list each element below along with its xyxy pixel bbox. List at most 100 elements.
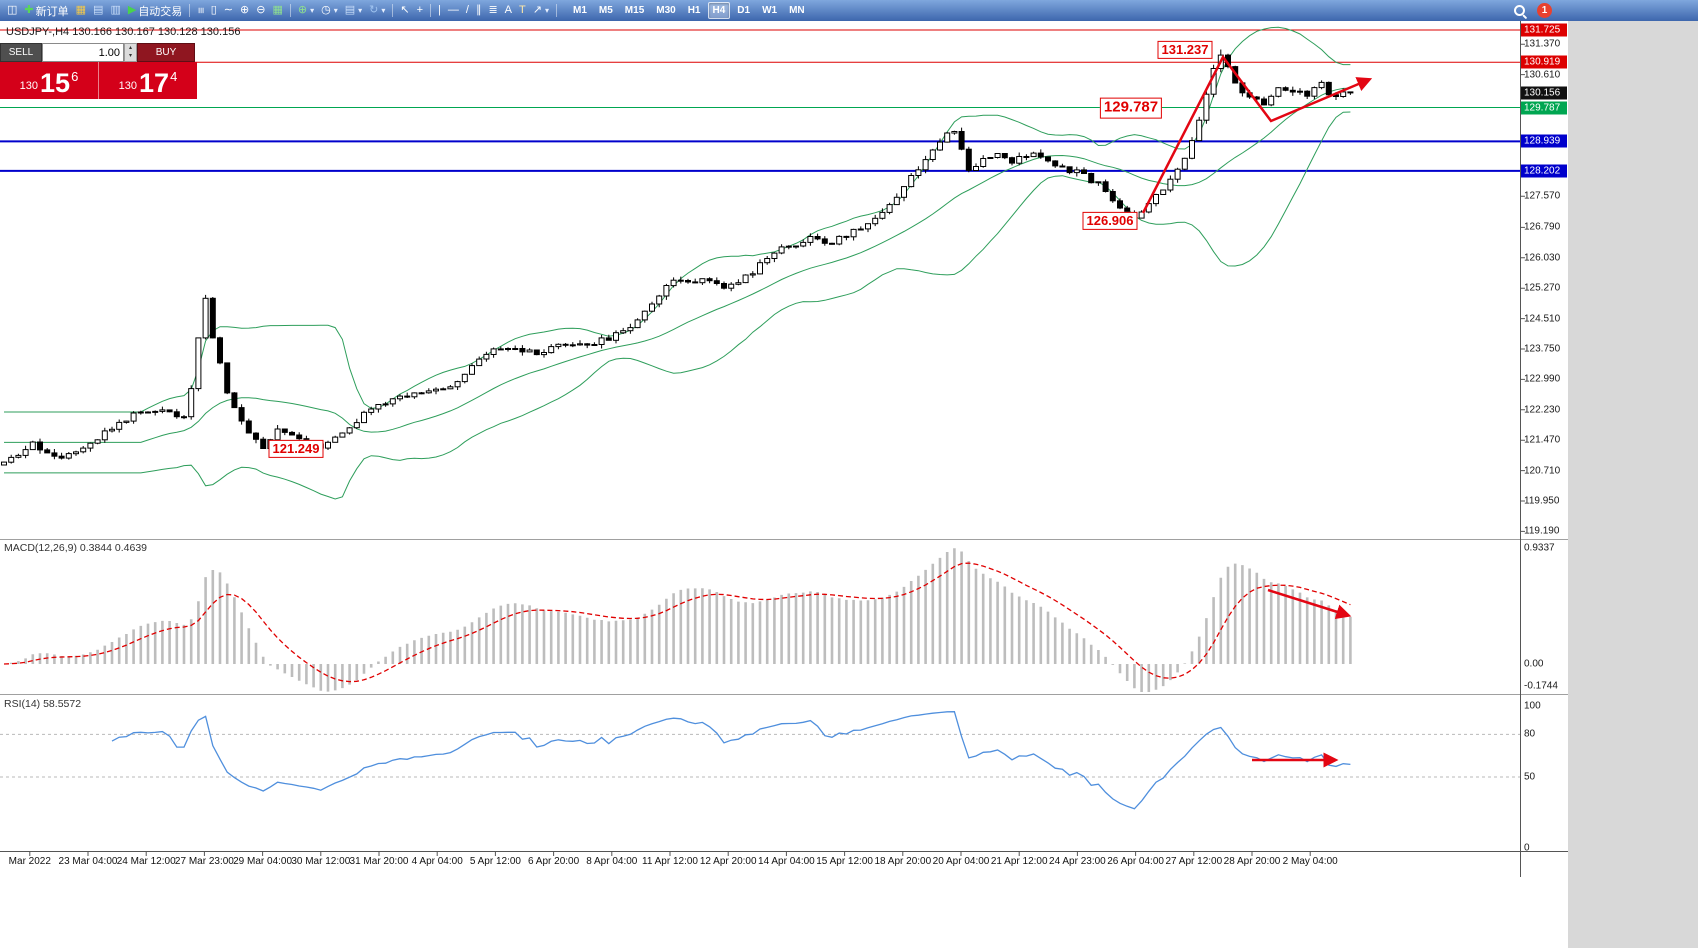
- dropdown-arrow-icon[interactable]: ▾: [358, 6, 363, 15]
- line-chart-button[interactable]: ∼: [221, 2, 236, 19]
- fibonacci-icon: ≣: [488, 4, 498, 16]
- cursor-icon: ↖: [400, 4, 410, 16]
- notification-badge[interactable]: 1: [1537, 3, 1552, 18]
- profiles-button[interactable]: ▦: [73, 2, 89, 19]
- toolbar-separator: [189, 4, 191, 17]
- zoom-out-button[interactable]: ⊖: [253, 2, 268, 19]
- crosshair-button[interactable]: +: [414, 2, 426, 19]
- dropdown-arrow-icon[interactable]: ▾: [381, 6, 386, 15]
- timeframe-button-m1[interactable]: M1: [572, 5, 587, 16]
- trend-arrow[interactable]: [1141, 54, 1373, 214]
- search-icon[interactable]: [1513, 4, 1527, 18]
- tile-windows-button[interactable]: ▦: [269, 2, 285, 19]
- toolbar-separator: [392, 4, 394, 17]
- market-watch-button[interactable]: ▤: [90, 2, 106, 19]
- cycles-button[interactable]: ↻ ▾: [366, 2, 388, 19]
- templates-button[interactable]: ▤ ▾: [342, 2, 365, 19]
- macd-signal-line: [3, 562, 1351, 683]
- volume-spinner[interactable]: ▴ ▾: [124, 43, 137, 62]
- channel-icon: ∥: [475, 4, 482, 16]
- arrows-button[interactable]: ↗ ▾: [530, 2, 552, 19]
- periods-icon: ◷: [321, 4, 331, 16]
- zoom-out-icon: ⊖: [256, 4, 266, 16]
- toolbar-separator: [430, 4, 432, 17]
- new-chart-icon: ◫: [7, 4, 18, 16]
- timeframe-button-h4[interactable]: H4: [707, 2, 731, 19]
- timeframe-button-mn[interactable]: MN: [789, 5, 805, 16]
- new-order-button[interactable]: ✚ 新订单: [21, 2, 71, 19]
- horizontal-line-icon: —: [447, 4, 459, 16]
- periods-button[interactable]: ◷ ▾: [318, 2, 341, 19]
- vertical-line-icon: |: [438, 4, 441, 16]
- timeframe-toolbar: M1 M5 M15 M30 H1 H4 D1 W1 MN: [568, 2, 810, 19]
- time-axis-ticks: [29, 851, 1311, 856]
- trade-prices-row: 130 15 6 130 17 4: [0, 62, 197, 99]
- chart-window: [0, 21, 1568, 877]
- bar-chart-button[interactable]: ≡: [194, 2, 208, 19]
- candles: [1, 49, 1354, 466]
- timeframe-button-m15[interactable]: M15: [624, 5, 645, 16]
- right-panel: [1568, 21, 1698, 948]
- bar-chart-icon: ≡: [195, 7, 208, 14]
- timeframe-button-d1[interactable]: D1: [737, 5, 751, 16]
- text-label-button[interactable]: T: [516, 2, 529, 19]
- buy-button[interactable]: BUY: [137, 43, 195, 62]
- sell-button[interactable]: SELL: [0, 43, 42, 62]
- text-icon: A: [504, 4, 513, 16]
- ask-prefix: 130: [118, 80, 138, 92]
- dropdown-arrow-icon[interactable]: ▾: [310, 6, 315, 15]
- volume-input[interactable]: [42, 43, 124, 62]
- macd-indicator-label: MACD(12,26,9) 0.3844 0.4639: [4, 542, 148, 554]
- panel-separators[interactable]: [0, 539, 1568, 695]
- horizontal-line-button[interactable]: —: [445, 2, 462, 19]
- zoom-in-button[interactable]: ⊕: [237, 2, 252, 19]
- bid-prefix: 130: [19, 80, 39, 92]
- spin-down-icon[interactable]: ▾: [128, 53, 132, 59]
- bottom-panel: [0, 877, 1568, 948]
- text-button[interactable]: A: [502, 2, 515, 19]
- rsi-indicator-label: RSI(14) 58.5572: [4, 698, 82, 710]
- vertical-line-button[interactable]: |: [435, 2, 444, 19]
- toolbar-separator: [555, 4, 557, 17]
- new-order-button-label: 新订单: [35, 5, 69, 18]
- fibonacci-button[interactable]: ≣: [485, 2, 500, 19]
- arrows-icon: ↗: [532, 4, 542, 16]
- dropdown-arrow-icon[interactable]: ▾: [333, 6, 338, 15]
- candlestick-chart-button[interactable]: ▯: [208, 2, 220, 19]
- ask-pipette: 4: [170, 69, 178, 84]
- indicators-button[interactable]: ⊕ ▾: [295, 2, 317, 19]
- channel-button[interactable]: ∥: [473, 2, 485, 19]
- timeframe-button-w1[interactable]: W1: [762, 5, 778, 16]
- play-icon: ▶: [127, 4, 137, 16]
- data-window-icon: ▥: [110, 4, 121, 16]
- new-chart-button[interactable]: ◫: [4, 2, 20, 19]
- tile-windows-icon: ▦: [272, 4, 283, 16]
- cycles-icon: ↻: [369, 4, 379, 16]
- timeframe-button-m5[interactable]: M5: [598, 5, 613, 16]
- timeframe-button-h1[interactable]: H1: [687, 5, 701, 16]
- buy-price-button[interactable]: 130 17 4: [99, 62, 197, 99]
- auto-trading-button-label: 自动交易: [138, 5, 183, 18]
- text-label-icon: T: [519, 4, 526, 16]
- trendline-icon: /: [465, 4, 469, 16]
- ask-big-digits: 17: [139, 68, 170, 98]
- main-toolbar: ◫ ✚ 新订单 ▦ ▤ ▥ ▶ 自动交易 ≡ ▯ ∼ ⊕ ⊖ ▦ ⊕ ▾ ◷ ▾ ▤ ▾ ↻ ▾ ↖ + | — / ∥ ≣ A T ↗ ▾ M…: [0, 0, 1698, 21]
- sell-price-button[interactable]: 130 15 6: [0, 62, 98, 99]
- trendline-button[interactable]: /: [463, 2, 472, 19]
- timeframe-button-m30[interactable]: M30: [656, 5, 676, 16]
- crosshair-icon: +: [416, 4, 424, 16]
- toolbar-separator: [289, 4, 291, 17]
- profiles-icon: ▦: [75, 4, 87, 16]
- bollinger-bands: [4, 26, 1351, 500]
- cursor-button[interactable]: ↖: [397, 2, 412, 19]
- dropdown-arrow-icon[interactable]: ▾: [544, 6, 549, 15]
- horizontal-price-lines[interactable]: [0, 29, 1520, 172]
- trade-controls-row: SELL ▴ ▾ BUY: [0, 43, 197, 62]
- macd-histogram: [9, 548, 1352, 692]
- spin-up-icon[interactable]: ▴: [128, 45, 132, 51]
- macd-trend-arrow[interactable]: [1267, 588, 1352, 619]
- auto-trading-button[interactable]: ▶ 自动交易: [125, 2, 185, 19]
- rsi-line: [111, 711, 1351, 810]
- price-divider: [98, 62, 99, 99]
- data-window-button[interactable]: ▥: [107, 2, 123, 19]
